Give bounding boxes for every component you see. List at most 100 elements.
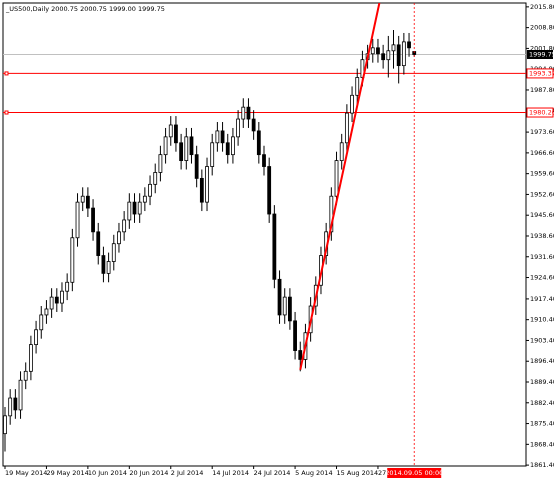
candle-body	[381, 53, 386, 61]
bid-value-box	[527, 49, 553, 59]
candle-body	[287, 296, 292, 322]
candle-body	[370, 47, 375, 55]
bid-value-label: 1999.75	[529, 50, 554, 58]
y-tick-label: 1952.60	[530, 190, 554, 198]
y-tick-label: 1924.60	[530, 274, 554, 282]
candle-body	[220, 130, 225, 144]
x-tick-label: 24 Jul 2014	[254, 469, 291, 477]
y-tick-label: 1973.60	[530, 128, 554, 136]
candle-body	[132, 201, 137, 215]
line-marker	[4, 71, 9, 76]
candle-body	[225, 142, 230, 156]
line-value-box	[526, 107, 554, 118]
candle-body	[396, 44, 401, 67]
candle-body	[80, 195, 85, 203]
x-tick-label: 10 Jun 2014	[88, 469, 127, 477]
y-tick-label: 1917.40	[530, 295, 554, 303]
y-tick-label: 1903.40	[530, 336, 554, 344]
x-tick-label: 5 Aug 2014	[295, 469, 333, 477]
candle-body	[184, 136, 189, 161]
candle-body	[106, 261, 111, 274]
candle-body	[65, 281, 70, 292]
candle-body	[386, 50, 391, 61]
y-tick-label: 2015.80	[530, 3, 554, 11]
line-marker	[4, 110, 9, 115]
candle-body	[54, 296, 59, 304]
plot-area	[3, 3, 526, 452]
candle-body	[355, 77, 360, 96]
y-tick-label: 1945.60	[530, 211, 554, 219]
x-tick-label: 2 Jul 2014	[171, 469, 204, 477]
candle-body	[75, 201, 80, 239]
candle-body	[44, 308, 49, 316]
candle-body	[256, 130, 261, 156]
candle-body	[272, 213, 277, 280]
candle-body	[18, 379, 23, 411]
candle-body	[236, 118, 241, 138]
line-value-label: 1980.20	[529, 109, 554, 117]
candle-body	[137, 201, 142, 215]
y-tick-label: 1896.40	[530, 357, 554, 365]
candle-body	[298, 350, 303, 360]
candle-body	[101, 255, 106, 274]
candle-body	[39, 314, 44, 331]
candle-body	[70, 237, 75, 283]
line-value-label: 1993.37	[529, 69, 554, 77]
x-tick-label: 14 Jul 2014	[212, 469, 249, 477]
candle-body	[344, 112, 349, 144]
line-value-box	[526, 68, 554, 79]
candle-body	[122, 219, 127, 233]
candle-body	[251, 118, 256, 132]
y-tick-label: 1938.60	[530, 232, 554, 240]
y-tick-label: 1861.40	[530, 461, 554, 469]
candle-body	[127, 201, 132, 221]
crosshair-label-box	[387, 468, 442, 478]
candle-body	[8, 397, 13, 417]
candle-body	[23, 370, 28, 381]
candle-body	[168, 124, 173, 138]
candle-body	[241, 106, 246, 120]
candle-body	[163, 136, 168, 156]
candle-body	[282, 296, 287, 316]
candle-body	[401, 41, 406, 67]
candle-body	[49, 296, 54, 310]
candle-body	[334, 160, 339, 197]
candle-body	[277, 278, 282, 316]
y-tick-label: 1966.60	[530, 149, 554, 157]
chart-title: _US500,Daily 2000.75 2000.75 1999.00 199…	[5, 5, 165, 13]
candle-body	[85, 195, 90, 209]
candle-body	[142, 195, 147, 203]
candle-body	[189, 136, 194, 156]
candle-body	[148, 183, 152, 197]
candle-body	[246, 106, 251, 120]
candle-body	[153, 172, 158, 185]
y-tick-label: 1889.40	[530, 378, 554, 386]
x-tick-label: 29 May 2014	[46, 469, 88, 477]
candle-body	[210, 142, 215, 167]
candle-body	[407, 41, 411, 49]
x-tick-label: 15 Aug 2014	[337, 469, 379, 477]
candle-body	[199, 178, 204, 203]
candle-body	[262, 154, 266, 167]
y-tick-label: 1910.40	[530, 316, 554, 324]
candle-body	[91, 207, 95, 233]
y-tick-label: 1987.80	[530, 86, 554, 94]
candle-body	[339, 142, 344, 161]
candle-body	[28, 344, 33, 372]
candle-body	[111, 243, 116, 262]
candle-body	[376, 47, 380, 55]
trend-line	[299, 3, 381, 371]
candle-body	[117, 231, 121, 245]
candle-body	[391, 44, 396, 52]
candle-body	[329, 195, 334, 233]
candle-body	[174, 124, 178, 144]
candle-body	[13, 397, 18, 411]
y-tick-label: 2008.80	[530, 24, 554, 32]
y-tick-label: 1868.40	[530, 440, 554, 448]
candle-body	[194, 154, 199, 179]
candle-body	[293, 320, 297, 351]
x-tick-label: 20 Jun 2014	[129, 469, 168, 477]
candle-body	[60, 290, 64, 304]
candle-body	[231, 136, 235, 156]
